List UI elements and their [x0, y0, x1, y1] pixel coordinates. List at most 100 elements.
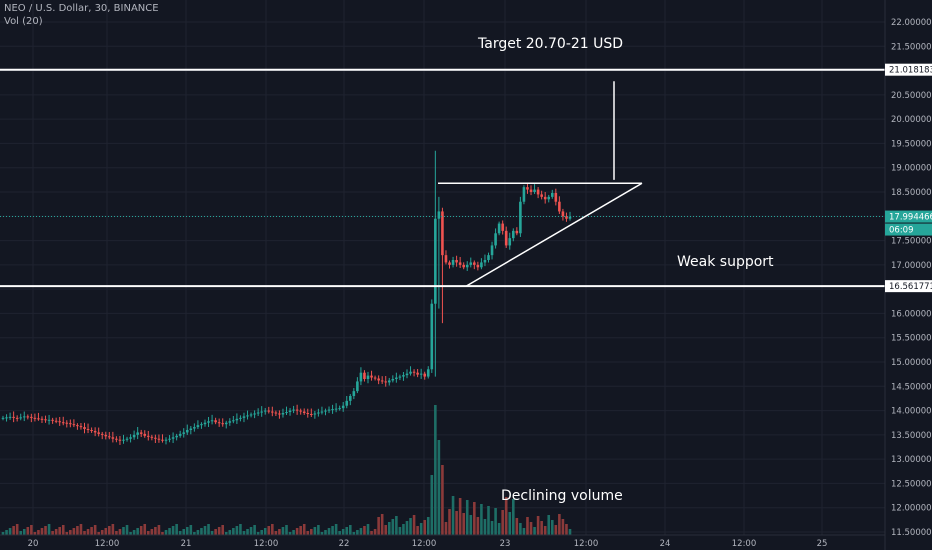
candle-body [380, 380, 384, 382]
candle-body [83, 427, 86, 430]
volume-bar [370, 531, 373, 535]
volume-bar [395, 516, 398, 535]
volume-bar [363, 526, 366, 535]
candle-body [324, 410, 327, 412]
current-price-tag: 17.994466 [889, 213, 932, 223]
volume-bar [430, 475, 434, 535]
volume-bar [12, 526, 15, 535]
volume-bar [15, 524, 19, 535]
volume-bar [526, 517, 529, 535]
candle-body [519, 201, 522, 234]
volume-bar [214, 529, 217, 535]
volume-bar [487, 506, 490, 535]
time-tick-label: 12:00 [412, 539, 437, 549]
candle-body [118, 439, 122, 441]
candle-body [487, 255, 490, 260]
candle-body [51, 419, 54, 421]
volume-bar [540, 521, 543, 535]
volume-bar [51, 531, 54, 535]
triangle-bottom-line [465, 182, 643, 287]
candle-body [473, 262, 476, 265]
candle-body [1, 417, 5, 419]
volume-bar [306, 531, 310, 535]
candle-body [352, 391, 356, 396]
volume-bar [458, 498, 462, 535]
candle-body [348, 396, 352, 401]
volume-bar [168, 528, 171, 535]
candle-body [125, 438, 129, 440]
price-tick-label: 21.500000 [891, 42, 932, 52]
volume-bar [451, 496, 455, 535]
volume-bar [519, 523, 522, 535]
candle-body [58, 421, 61, 423]
resistance-price-tag-bg [885, 63, 932, 76]
volume-bar [465, 500, 469, 535]
volume-bar [224, 532, 228, 535]
candle-body [93, 430, 97, 433]
volume-bar [239, 524, 242, 535]
candle-body [444, 255, 448, 263]
candle-body [550, 192, 554, 197]
candle-body [441, 211, 444, 256]
volume-bar [164, 530, 168, 535]
candle-body [90, 430, 93, 431]
symbol-legend[interactable]: NEO / U.S. Dollar, 30, BINANCE [4, 3, 159, 14]
candle-body [175, 435, 178, 438]
candle-body [164, 439, 168, 441]
volume-bar [19, 531, 23, 535]
volume-bar [178, 531, 182, 535]
candle-body [69, 423, 72, 425]
volume-bar [274, 531, 278, 535]
candle-body [40, 418, 44, 420]
candle-body [366, 375, 370, 379]
candle-body [508, 238, 512, 246]
candle-body [22, 416, 26, 418]
candle-body [331, 409, 334, 411]
candle-body [235, 418, 239, 421]
price-axis-panel [885, 0, 932, 550]
volume-bar [543, 526, 547, 535]
candle-body [412, 371, 416, 373]
candle-body [157, 438, 161, 440]
candle-body [260, 411, 263, 413]
candle-body [185, 430, 189, 433]
volume-bar [125, 525, 129, 535]
candle-body [246, 415, 249, 417]
volume-bar [5, 530, 8, 535]
volume-bar [210, 531, 214, 535]
price-tick-label: 18.500000 [891, 188, 932, 198]
candle-body [515, 230, 519, 234]
candle-body [288, 410, 292, 413]
volume-bar [409, 518, 412, 535]
candle-body [54, 420, 58, 422]
volume-bar [402, 524, 405, 535]
time-axis[interactable]: 20 12:00 21 12:00 22 12:00 23 12:00 24 12:00 25 [28, 539, 828, 549]
candle-body [554, 192, 558, 202]
candle-body [317, 412, 320, 414]
volume-bar [115, 531, 118, 535]
candle-body [430, 303, 434, 370]
volume-bar [44, 526, 47, 535]
candle-body [79, 426, 83, 428]
volume-bar [554, 525, 558, 535]
candle-body [395, 377, 398, 379]
volume-bar [150, 529, 154, 535]
candle-body [122, 439, 125, 441]
volume-bar [405, 521, 409, 535]
volume-bar [398, 527, 402, 535]
volume-bar [267, 526, 271, 535]
candle-body [341, 405, 345, 409]
candle-body [437, 211, 441, 219]
volume-bar [129, 532, 132, 535]
volume-legend[interactable]: Vol (20) [4, 16, 43, 27]
volume-bar [568, 529, 572, 535]
candle-body [522, 187, 526, 202]
volume-bar [565, 524, 568, 535]
volume-bar [260, 530, 263, 535]
candle-body [115, 438, 118, 440]
volume-bar [285, 525, 288, 535]
volume-bar [331, 526, 334, 535]
volume-bar [108, 526, 111, 535]
